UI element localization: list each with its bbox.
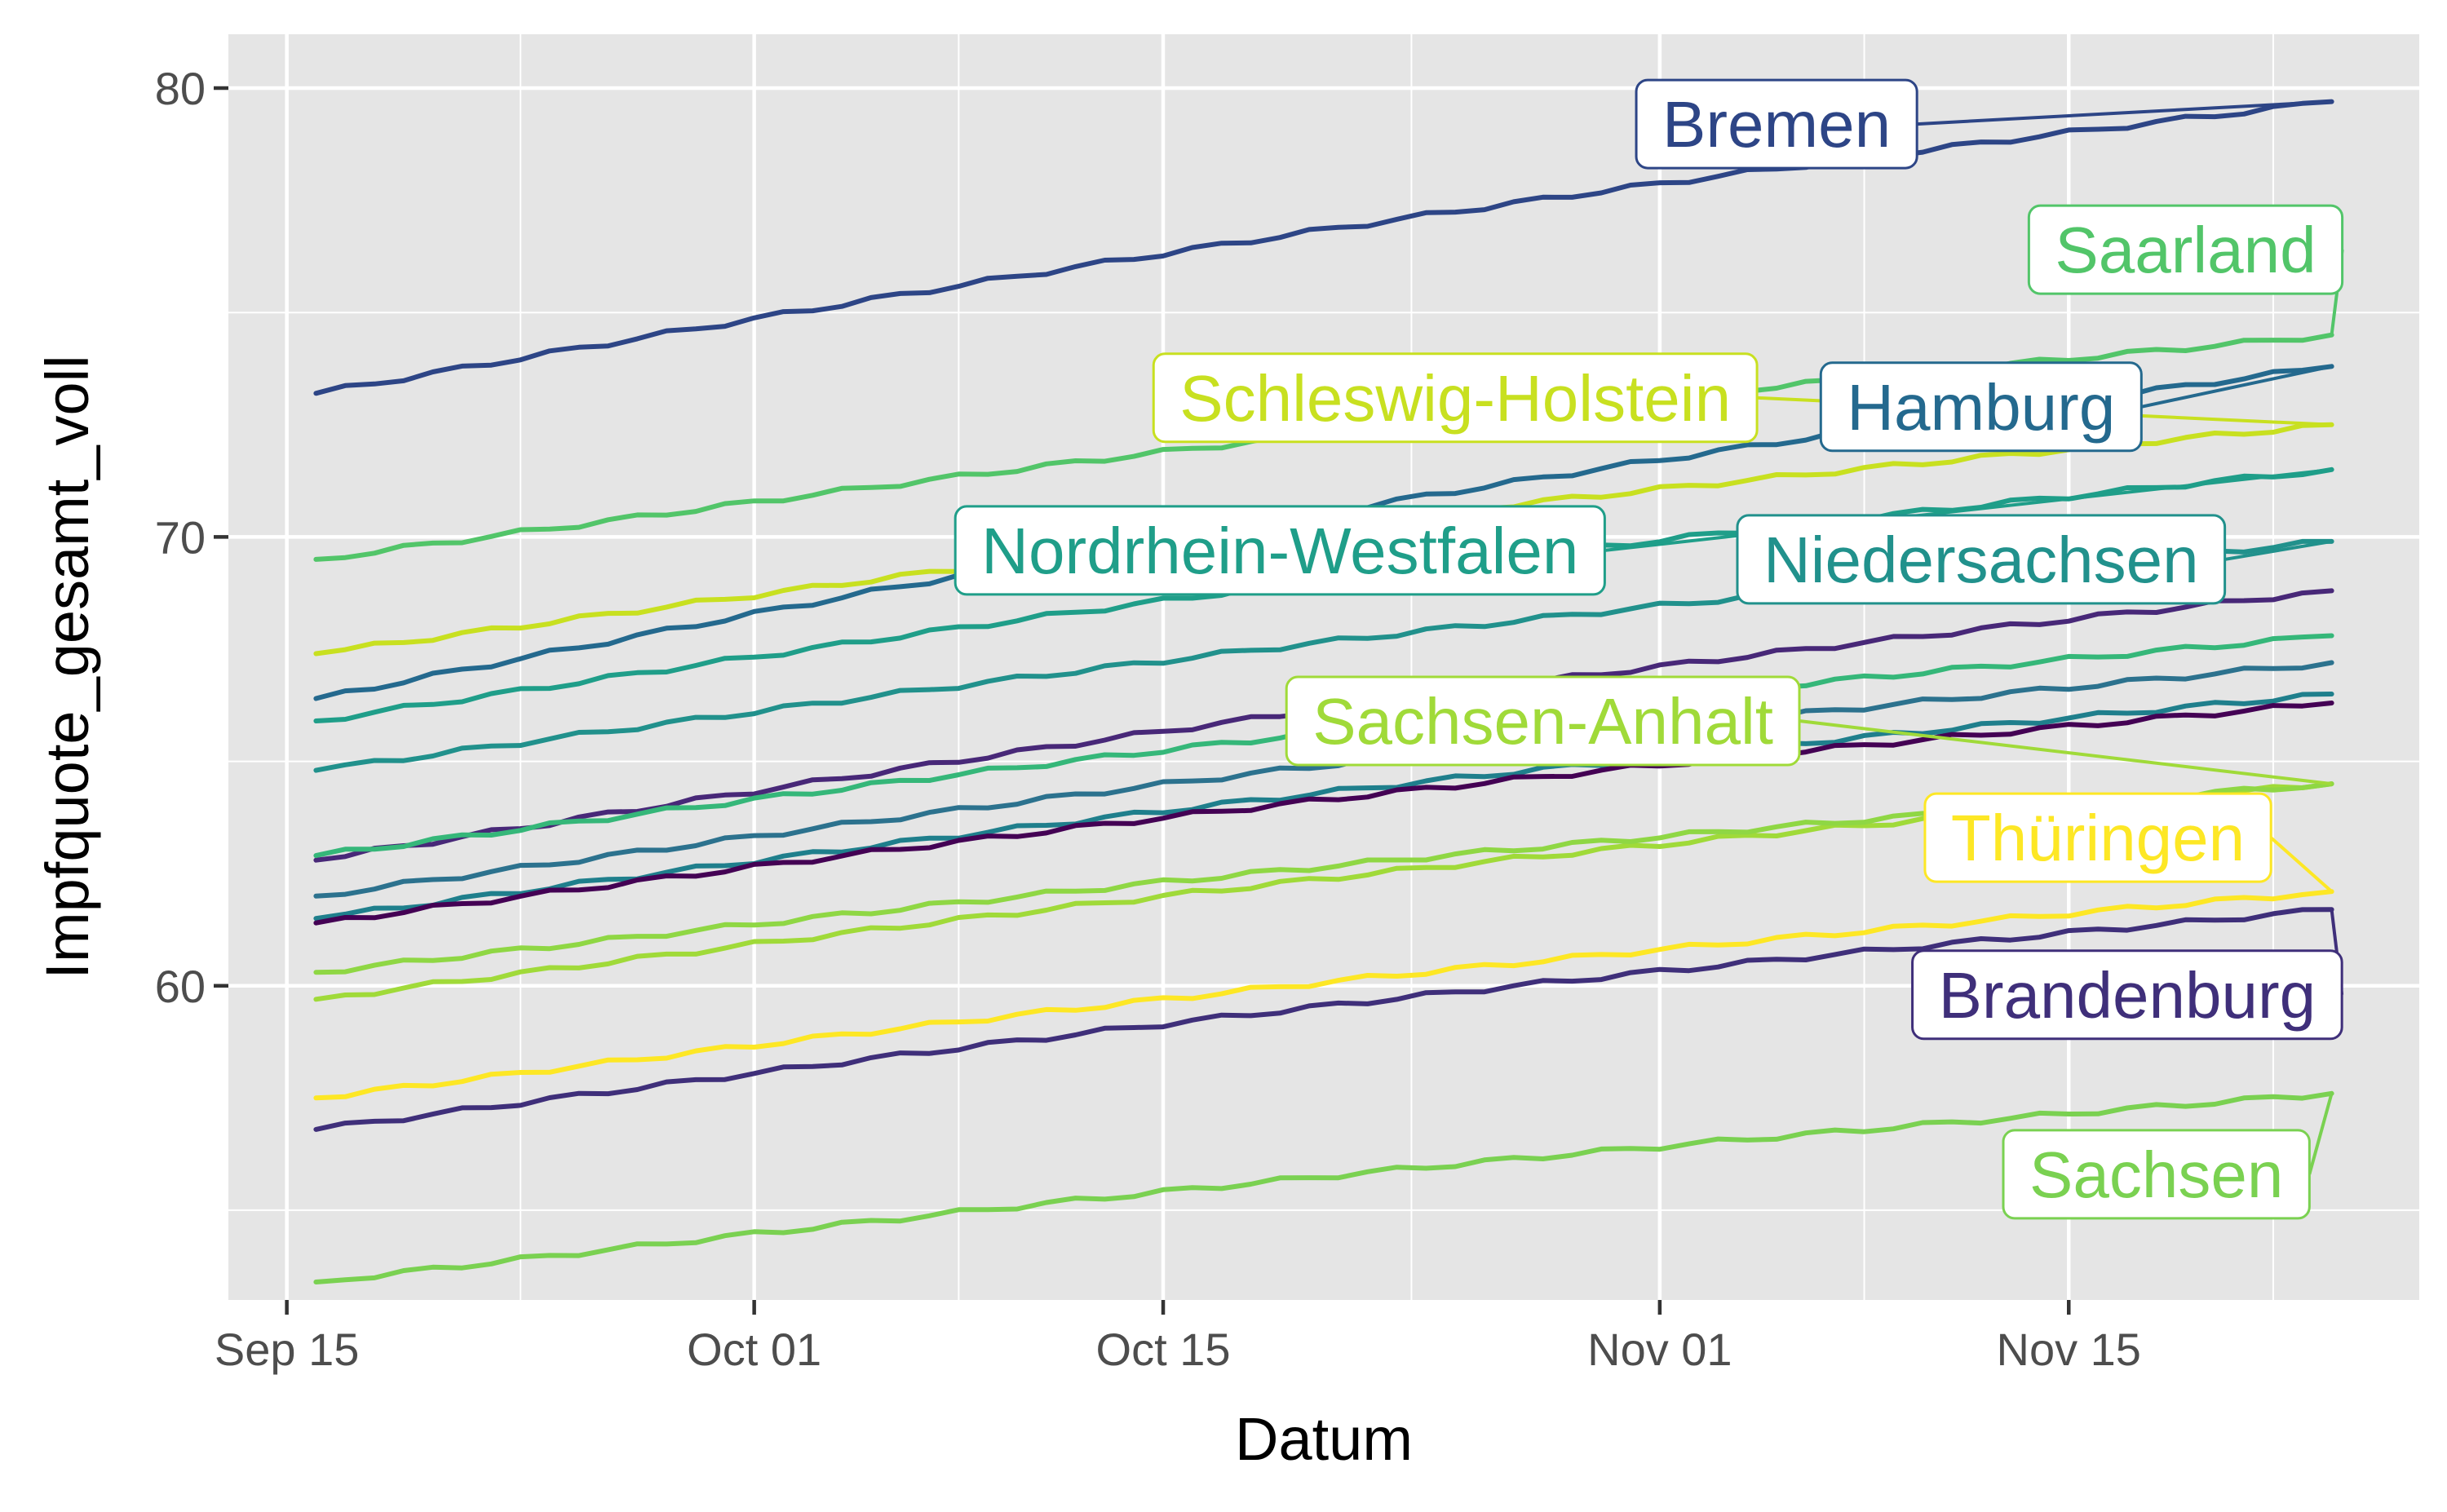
- series-line: [313, 99, 2334, 396]
- x-tick-label: Sep 15: [215, 1324, 360, 1375]
- series-line: [313, 660, 2334, 899]
- series-line: [313, 889, 2334, 1101]
- series-label-box: [2027, 204, 2344, 295]
- x-tick-label: Oct 01: [687, 1324, 821, 1375]
- series-label-text: Nordrhein-Westfalen: [981, 515, 1578, 587]
- y-axis-title: Impfquote_gesamt_voll: [33, 355, 101, 979]
- series-label-leader: [2308, 1093, 2334, 1175]
- series-label-box: [1923, 792, 2272, 883]
- x-tick-label: Nov 01: [1587, 1324, 1732, 1375]
- series-labels: Bremen Saarland Schleswig-Holstein Hamburg N…: [954, 78, 2344, 1220]
- series-label-text: Sachsen-Anhalt: [1312, 685, 1773, 758]
- series-label-leader: [2140, 365, 2332, 409]
- x-axis-title: Datum: [1235, 1405, 1413, 1473]
- series-label-text: Brandenburg: [1939, 959, 2316, 1032]
- series-line: [313, 907, 2334, 1132]
- series-label-leader: [1799, 719, 2332, 786]
- x-tick-label: Nov 15: [1997, 1324, 2141, 1375]
- series-label-leader: [2224, 539, 2332, 561]
- series-label-box: [1736, 514, 2227, 605]
- series-label-text: Saarland: [2055, 214, 2316, 286]
- series-label-text: Schleswig-Holstein: [1179, 362, 1731, 435]
- y-tick-label: 80: [155, 63, 206, 114]
- series-line: [313, 701, 2334, 926]
- x-tick-label: Oct 15: [1096, 1324, 1231, 1375]
- series-label-text: Thüringen: [1951, 802, 2245, 874]
- axes: Sep 15 Oct 01 Oct 15 Nov 01 Nov 15 60 70 80: [155, 63, 2141, 1375]
- series-label-box: [1911, 949, 2343, 1041]
- series-label-box: [1285, 675, 1801, 767]
- y-tick-label: 70: [155, 511, 206, 563]
- series-label-leader: [1604, 467, 2332, 552]
- series-label-box: [954, 505, 1606, 596]
- series-label-leader: [1917, 99, 2332, 126]
- series-label-box: [1152, 352, 1759, 444]
- series-label-text: Hamburg: [1847, 371, 2115, 444]
- series-label-text: Bremen: [1662, 88, 1891, 161]
- series-label-text: Sachsen: [2029, 1138, 2283, 1211]
- series-label-box: [2002, 1129, 2311, 1220]
- series-label-text: Niedersachsen: [1763, 524, 2199, 596]
- series-line: [313, 1090, 2334, 1284]
- series-label-box: [1819, 361, 2143, 453]
- y-tick-label: 60: [155, 961, 206, 1012]
- series-label-box: [1635, 78, 1918, 170]
- series-label-leader: [2269, 836, 2333, 893]
